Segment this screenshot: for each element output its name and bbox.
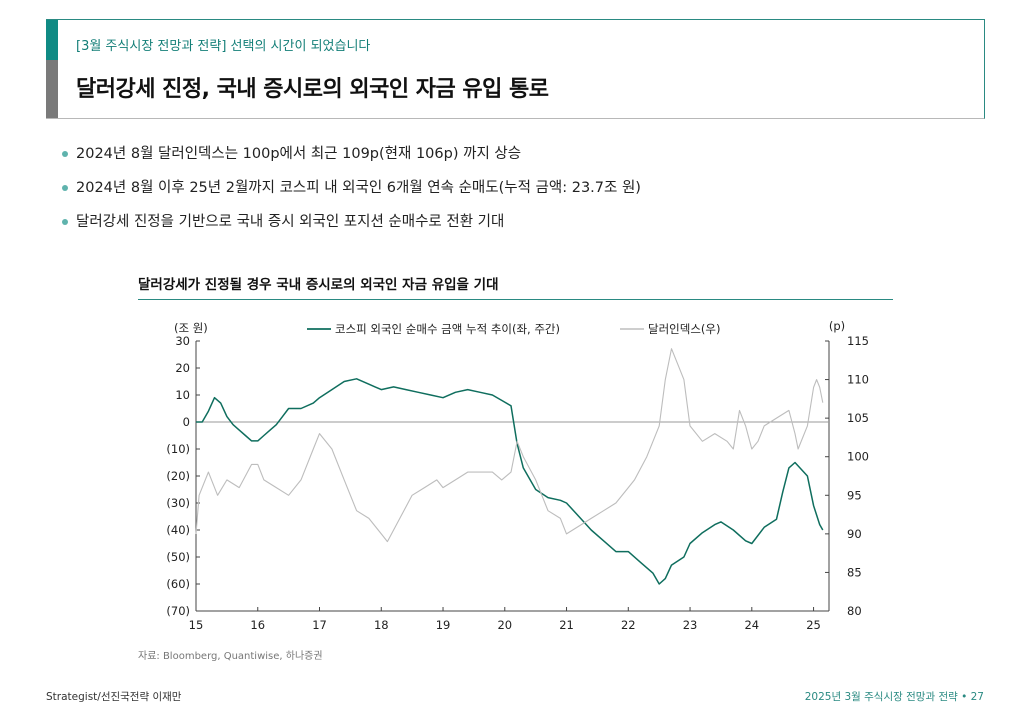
y-left-tick-label: 0 — [183, 415, 190, 429]
header-title-bar — [46, 60, 58, 118]
y-right-tick-label: 105 — [847, 411, 869, 425]
y-left-tick-label: (10) — [166, 442, 190, 456]
x-tick-label: 16 — [250, 618, 265, 632]
y-right-unit: (p) — [829, 319, 845, 333]
y-right-tick-label: 90 — [847, 527, 862, 541]
x-tick-label: 21 — [559, 618, 574, 632]
bullet-list: 2024년 8월 달러인덱스는 100p에서 최근 109p(현재 106p) … — [62, 137, 641, 239]
bullet-item: 2024년 8월 이후 25년 2월까지 코스피 내 외국인 6개월 연속 순매… — [62, 171, 641, 205]
y-right-tick-label: 100 — [847, 450, 869, 464]
y-left-tick-label: (50) — [166, 550, 190, 564]
bullet-dot-icon — [62, 219, 68, 225]
x-tick-label: 18 — [374, 618, 389, 632]
footer-page-info: 2025년 3월 주식시장 전망과 전략 • 27 — [804, 691, 984, 703]
y-left-tick-label: (40) — [166, 523, 190, 537]
y-right-tick-label: 95 — [847, 488, 862, 502]
bullet-text: 2024년 8월 달러인덱스는 100p에서 최근 109p(현재 106p) … — [76, 146, 522, 162]
y-left-tick-label: (60) — [166, 577, 190, 591]
y-right-tick-label: 115 — [847, 334, 869, 348]
x-tick-label: 23 — [683, 618, 698, 632]
y-left-tick-label: 20 — [175, 361, 190, 375]
x-tick-label: 19 — [436, 618, 451, 632]
chart-title-rule — [138, 299, 893, 300]
x-tick-label: 20 — [497, 618, 512, 632]
bullet-text: 2024년 8월 이후 25년 2월까지 코스피 내 외국인 6개월 연속 순매… — [76, 180, 641, 196]
header-accent-bar — [46, 20, 58, 60]
footer-author: Strategist/선진국전략 이재만 — [46, 691, 182, 703]
bullet-item: 달러강세 진정을 기반으로 국내 증시 외국인 포지션 순매수로 전환 기대 — [62, 205, 641, 239]
page-title: 달러강세 진정, 국내 증시로의 외국인 자금 유입 통로 — [76, 77, 549, 102]
y-left-tick-label: 10 — [175, 388, 190, 402]
x-tick-label: 24 — [744, 618, 759, 632]
y-left-tick-label: (70) — [166, 604, 190, 618]
y-left-tick-label: 30 — [175, 334, 190, 348]
bullet-item: 2024년 8월 달러인덱스는 100p에서 최근 109p(현재 106p) … — [62, 137, 641, 171]
page-subtitle: [3월 주식시장 전망과 전략] 선택의 시간이 되었습니다 — [76, 39, 371, 54]
x-tick-label: 17 — [312, 618, 327, 632]
chart-title: 달러강세가 진정될 경우 국내 증시로의 외국인 자금 유입을 기대 — [138, 277, 499, 293]
y-left-tick-label: (20) — [166, 469, 190, 483]
legend-label-dollar: 달러인덱스(우) — [648, 322, 720, 336]
x-tick-label: 25 — [806, 618, 821, 632]
bullet-text: 달러강세 진정을 기반으로 국내 증시 외국인 포지션 순매수로 전환 기대 — [76, 214, 505, 230]
y-right-tick-label: 85 — [847, 565, 862, 579]
series-line-kospi-foreign — [196, 378, 824, 585]
y-right-tick-label: 110 — [847, 373, 869, 387]
bullet-dot-icon — [62, 185, 68, 191]
page-header: [3월 주식시장 전망과 전략] 선택의 시간이 되었습니다 달러강세 진정, … — [46, 19, 985, 119]
x-tick-label: 15 — [189, 618, 204, 632]
source-note: 자료: Bloomberg, Quantiwise, 하나증권 — [138, 651, 323, 662]
legend-label-kospi: 코스피 외국인 순매수 금액 누적 추이(좌, 주간) — [335, 322, 560, 336]
y-left-unit: (조 원) — [174, 321, 208, 335]
bullet-dot-icon — [62, 151, 68, 157]
series-line-dollar-index — [195, 348, 824, 543]
x-tick-label: 22 — [621, 618, 636, 632]
y-right-tick-label: 80 — [847, 604, 862, 618]
y-left-tick-label: (30) — [166, 496, 190, 510]
